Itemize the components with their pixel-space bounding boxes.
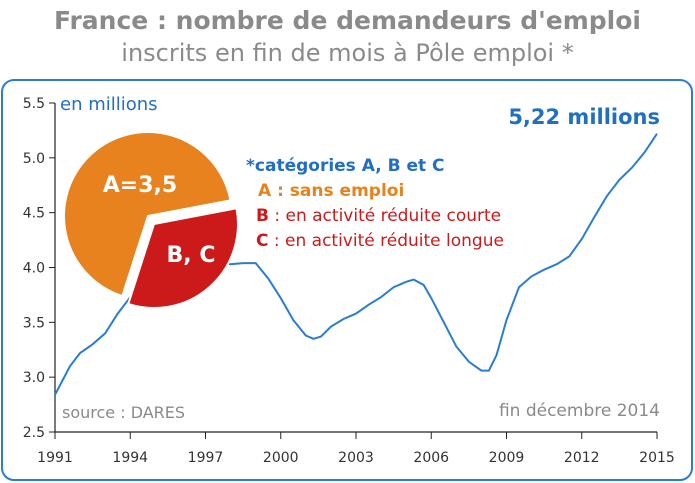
- pie-label-bc: B, C: [167, 243, 216, 268]
- x-tick-label: 1994: [112, 450, 148, 466]
- pie-slice-bc: [127, 207, 239, 309]
- legend-c-text: : en activité réduite longue: [268, 231, 503, 251]
- legend-c-letter: C: [256, 231, 268, 251]
- legend-b-text: : en activité réduite courte: [269, 206, 501, 226]
- x-tick-label: 2015: [639, 450, 675, 466]
- source-label: source : DARES: [62, 403, 185, 422]
- x-tick-label: 1991: [37, 450, 73, 466]
- chart-frame: [1, 79, 693, 481]
- chart-title: France : nombre de demandeurs d'emploi: [53, 6, 641, 35]
- date-label: fin décembre 2014: [499, 401, 660, 421]
- y-tick-label: 5.5: [23, 96, 45, 112]
- y-tick-label: 4.5: [23, 206, 45, 222]
- pie-slice-a: [62, 131, 232, 298]
- chart-subtitle: inscrits en fin de mois à Pôle emploi *: [121, 39, 574, 67]
- unit-label: en millions: [60, 94, 158, 115]
- legend-title: *catégories A, B et C: [246, 156, 445, 176]
- legend-b: B : en activité réduite courte: [256, 206, 501, 226]
- x-tick-label: 1997: [188, 450, 224, 466]
- x-tick-label: 2012: [564, 450, 600, 466]
- y-tick-label: 3.0: [23, 370, 45, 386]
- x-tick-label: 2003: [338, 450, 374, 466]
- x-tick-label: 2009: [489, 450, 525, 466]
- y-tick-label: 5.0: [23, 151, 45, 167]
- legend-b-letter: B: [256, 206, 269, 226]
- legend-c: C : en activité réduite longue: [256, 231, 504, 251]
- legend-a-letter: A: [258, 181, 272, 201]
- legend-a-text: : sans emploi: [271, 181, 404, 201]
- pie-label-a: A=3,5: [103, 173, 177, 198]
- y-tick-label: 2.5: [23, 425, 45, 441]
- y-tick-label: 4.0: [23, 261, 45, 277]
- x-tick-label: 2000: [263, 450, 299, 466]
- legend-a: A : sans emploi: [258, 181, 404, 201]
- last-value-label: 5,22 millions: [508, 105, 660, 129]
- y-tick-label: 3.5: [23, 315, 45, 331]
- x-tick-label: 2006: [413, 450, 449, 466]
